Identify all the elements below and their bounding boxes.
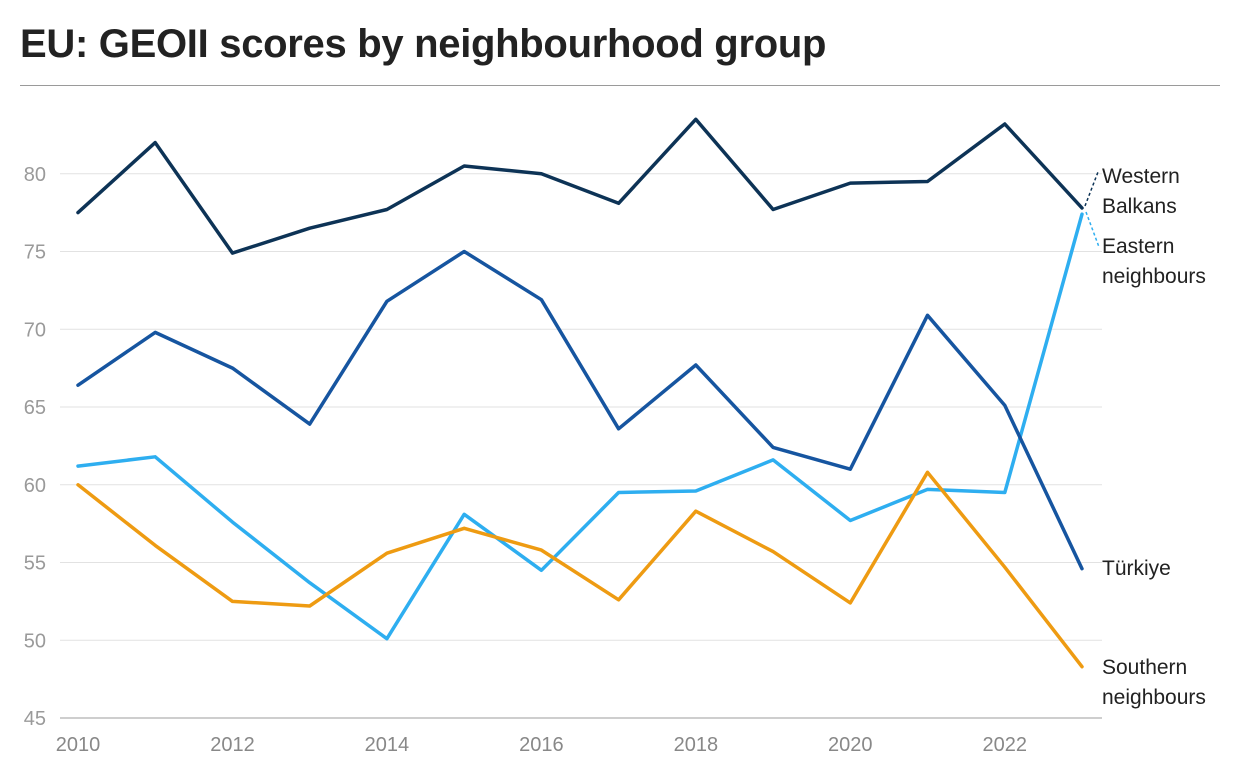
data-point xyxy=(230,366,234,370)
data-point xyxy=(617,201,621,205)
data-point xyxy=(694,489,698,493)
y-tick-label: 75 xyxy=(24,242,46,264)
x-tick-label: 2020 xyxy=(828,734,873,756)
data-point xyxy=(539,298,543,302)
data-point xyxy=(308,604,312,608)
data-point xyxy=(1003,403,1007,407)
data-point xyxy=(771,445,775,449)
data-point xyxy=(1003,491,1007,495)
data-point xyxy=(1003,122,1007,126)
data-point xyxy=(230,599,234,603)
data-point xyxy=(308,581,312,585)
data-point xyxy=(1080,665,1084,669)
data-point xyxy=(462,526,466,530)
data-point xyxy=(1080,567,1084,571)
data-point xyxy=(462,250,466,254)
series-label: neighbours xyxy=(1102,265,1206,288)
y-tick-label: 80 xyxy=(24,164,46,186)
y-tick-label: 60 xyxy=(24,475,46,497)
data-point xyxy=(1003,565,1007,569)
data-point xyxy=(926,470,930,474)
data-point xyxy=(694,363,698,367)
x-tick-label: 2016 xyxy=(519,734,564,756)
data-point xyxy=(539,548,543,552)
data-point xyxy=(385,637,389,641)
y-tick-label: 65 xyxy=(24,397,46,419)
x-tick-label: 2012 xyxy=(210,734,255,756)
data-point xyxy=(230,251,234,255)
data-point xyxy=(617,427,621,431)
data-point xyxy=(1080,206,1084,210)
series-line-3 xyxy=(76,470,1084,669)
data-point xyxy=(926,313,930,317)
data-point xyxy=(308,226,312,230)
series-labels: Western Balkans Eastern neighbours Türkiye So… xyxy=(1084,165,1206,709)
y-tick-label: 45 xyxy=(24,708,46,730)
data-point xyxy=(462,512,466,516)
x-tick-label: 2018 xyxy=(674,734,719,756)
series-line-2 xyxy=(76,249,1084,571)
data-point xyxy=(462,164,466,168)
data-point xyxy=(153,330,157,334)
label-leader-line xyxy=(1084,171,1099,207)
x-tick-label: 2014 xyxy=(365,734,410,756)
series-label: Western xyxy=(1102,165,1180,188)
data-point xyxy=(153,141,157,145)
data-point xyxy=(230,520,234,524)
data-point xyxy=(308,422,312,426)
series-label: Balkans xyxy=(1102,195,1177,218)
y-tick-label: 55 xyxy=(24,553,46,575)
series-label: Türkiye xyxy=(1102,557,1171,580)
data-point xyxy=(926,487,930,491)
data-point xyxy=(694,117,698,121)
y-tick-label: 70 xyxy=(24,319,46,341)
data-point xyxy=(385,551,389,555)
data-point xyxy=(848,181,852,185)
x-axis-ticks: 2010 2012 2014 2016 2018 2020 2022 xyxy=(56,734,1027,756)
data-point xyxy=(848,519,852,523)
data-point xyxy=(385,299,389,303)
gridlines xyxy=(60,173,1102,719)
data-point xyxy=(848,601,852,605)
chart-title: EU: GEOII scores by neighbourhood group xyxy=(20,22,827,66)
series-line-0 xyxy=(76,117,1084,255)
data-point xyxy=(153,543,157,547)
series-lines xyxy=(76,117,1084,669)
label-leader-line xyxy=(1085,211,1100,248)
data-point xyxy=(76,483,80,487)
data-point xyxy=(848,467,852,471)
data-point xyxy=(926,180,930,184)
data-point xyxy=(617,491,621,495)
data-point xyxy=(539,568,543,572)
y-axis-ticks: 45 50 55 60 65 70 75 80 xyxy=(24,164,46,730)
series-label: neighbours xyxy=(1102,686,1206,709)
data-point xyxy=(153,455,157,459)
data-point xyxy=(771,458,775,462)
series-label: Southern xyxy=(1102,656,1187,679)
data-point xyxy=(617,598,621,602)
data-point xyxy=(771,550,775,554)
data-point xyxy=(76,383,80,387)
x-tick-label: 2022 xyxy=(983,734,1028,756)
data-point xyxy=(76,464,80,468)
data-point xyxy=(539,172,543,176)
title-divider xyxy=(20,85,1220,86)
data-point xyxy=(694,509,698,513)
series-label: Eastern xyxy=(1102,235,1174,258)
data-point xyxy=(1080,212,1084,216)
data-point xyxy=(771,208,775,212)
x-tick-label: 2010 xyxy=(56,734,101,756)
y-tick-label: 50 xyxy=(24,630,46,652)
data-point xyxy=(385,208,389,212)
data-point xyxy=(76,211,80,215)
